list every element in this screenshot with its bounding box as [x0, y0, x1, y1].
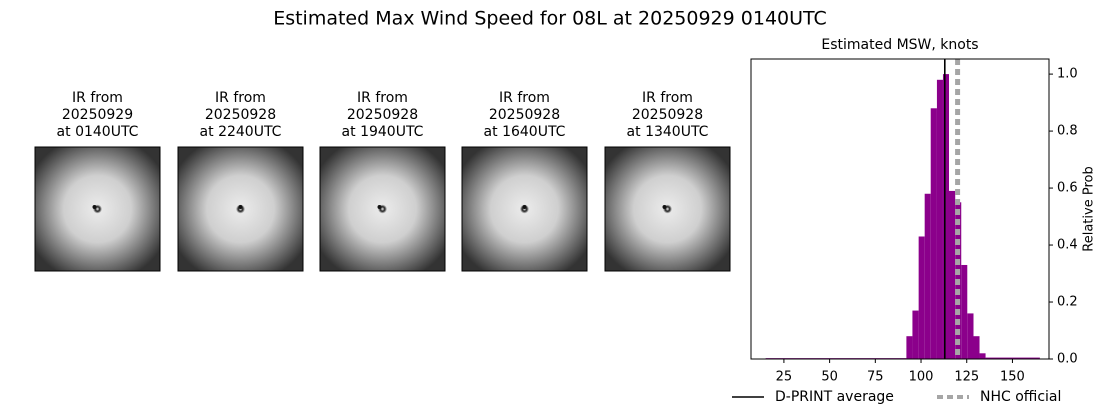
bar: [924, 193, 931, 359]
panel-title: at 2240UTC: [200, 124, 282, 140]
panel-title: 20250928: [632, 107, 703, 123]
legend-label: D-PRINT average: [775, 389, 894, 405]
ir-image: [319, 146, 446, 272]
bar: [918, 236, 925, 359]
storm-eye: [377, 205, 382, 209]
bar: [942, 74, 949, 359]
y-axis-label: Relative Prob: [1082, 166, 1097, 251]
panel-title: 20250928: [489, 107, 560, 123]
bar: [930, 108, 937, 359]
y-tick-label: 0.4: [1057, 238, 1078, 253]
panel-title: 20250928: [205, 107, 276, 123]
panel-title: at 1640UTC: [484, 124, 566, 140]
panel-title: at 1940UTC: [342, 124, 424, 140]
storm-eye: [522, 205, 527, 209]
x-tick-label: 150: [1000, 370, 1025, 385]
y-tick-label: 0.2: [1057, 295, 1078, 310]
ir-image: [604, 146, 731, 272]
bar: [973, 336, 980, 359]
panel-title: IR from: [499, 90, 550, 106]
x-tick-label: 125: [954, 370, 979, 385]
legend-label: NHC official: [980, 389, 1061, 405]
bar: [912, 310, 919, 359]
storm-eye: [238, 205, 243, 209]
x-tick-label: 75: [867, 370, 884, 385]
bar: [967, 313, 974, 359]
panel-title: at 0140UTC: [57, 124, 139, 140]
bar: [906, 336, 913, 359]
panel-title: 20250928: [347, 107, 418, 123]
y-tick-label: 0.8: [1057, 124, 1078, 139]
bar: [979, 353, 986, 359]
y-tick-label: 0.0: [1057, 352, 1078, 367]
y-tick-label: 0.6: [1057, 181, 1078, 196]
panel-title: IR from: [72, 90, 123, 106]
panel-title: 20250929: [62, 107, 133, 123]
storm-eye: [92, 205, 97, 209]
panel-title: at 1340UTC: [627, 124, 709, 140]
x-tick-label: 50: [821, 370, 838, 385]
bar: [936, 79, 943, 359]
bar: [948, 190, 956, 359]
storm-eye: [662, 205, 667, 209]
panel-title: IR from: [357, 90, 408, 106]
figure-title: Estimated Max Wind Speed for 08L at 2025…: [273, 8, 827, 30]
bar: [985, 357, 1040, 359]
plot-frame: [750, 58, 1050, 360]
bar: [961, 264, 968, 359]
chart-title: Estimated MSW, knots: [821, 37, 978, 53]
ir-image: [34, 146, 161, 272]
panel-title: IR from: [215, 90, 266, 106]
x-tick-label: 25: [776, 370, 793, 385]
x-tick-label: 100: [909, 370, 934, 385]
y-tick-label: 1.0: [1057, 67, 1078, 82]
panel-title: IR from: [642, 90, 693, 106]
